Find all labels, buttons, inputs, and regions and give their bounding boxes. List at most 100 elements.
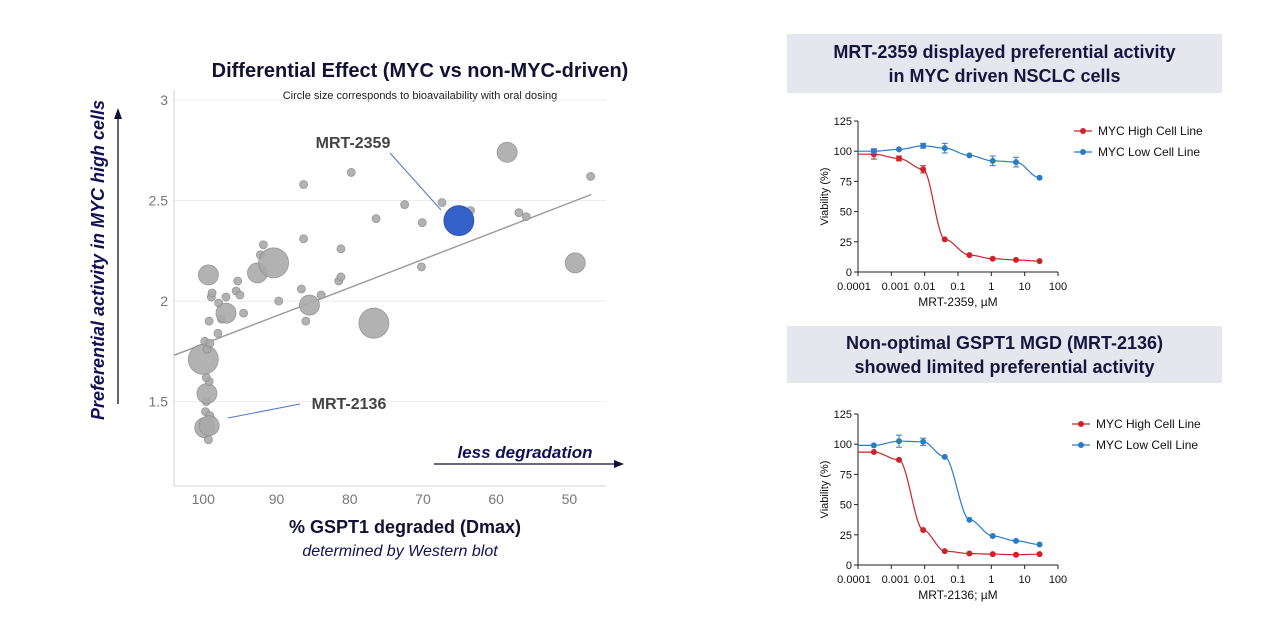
bubble-point xyxy=(316,290,326,300)
dr-y-tick-label: 125 xyxy=(834,409,852,421)
dr-legend-label: MYC High Cell Line xyxy=(1098,124,1203,138)
dr-data-point xyxy=(1036,258,1043,265)
dr-legend-label: MYC High Cell Line xyxy=(1096,417,1201,431)
dr-x-tick-label: 0.001 xyxy=(882,574,910,586)
dr-y-tick-label: 50 xyxy=(840,500,852,512)
bubble-point xyxy=(297,284,306,294)
dr-data-point xyxy=(1013,159,1020,166)
dr-data-point xyxy=(966,252,973,259)
bubble-point xyxy=(299,180,309,189)
bubble-chart: Differential Effect (MYC vs non-MYC-driv… xyxy=(88,60,628,560)
dr-x-label: MRT-2359, µM xyxy=(918,295,997,309)
dr-data-point xyxy=(896,155,903,162)
bubble-point xyxy=(196,383,218,404)
dr-y-label: Viability (%) xyxy=(819,168,831,226)
main-y-tick-label: 2.5 xyxy=(149,193,169,209)
main-y-label: Preferential activity in MYC high cells xyxy=(88,100,108,420)
dr-data-point xyxy=(1036,174,1043,181)
bubble-point xyxy=(301,316,311,326)
dr-y-tick-label: 100 xyxy=(834,439,852,451)
dr-x-tick-label: 1 xyxy=(988,574,994,586)
dr-x-tick-label: 0.0001 xyxy=(837,574,871,586)
main-chart-subtitle: Circle size corresponds to bioavailabili… xyxy=(283,90,558,102)
dr-fit-curve xyxy=(858,153,1041,262)
dr-data-point xyxy=(896,146,903,153)
dr-legend-label: MYC Low Cell Line xyxy=(1096,438,1198,452)
panel-title-2-line2: showed limited preferential activity xyxy=(854,356,1155,377)
bubble-point xyxy=(239,308,248,318)
dr-data-point xyxy=(941,548,948,555)
less-degradation-label: less degradation xyxy=(457,443,592,462)
dr-y-tick-label: 125 xyxy=(834,116,852,128)
bubble-point xyxy=(496,141,518,163)
bubble-point xyxy=(346,168,356,177)
dose-response-chart-1: 0 25 50 75 100 125 0.0001 0.001 0.01 0.1 1 10 100 MRT… xyxy=(819,116,1203,309)
dr-data-point xyxy=(966,550,973,557)
main-x-label: % GSPT1 degraded (Dmax) xyxy=(289,517,521,537)
dr-fit-curve xyxy=(858,145,1041,179)
main-gridlines xyxy=(174,99,606,403)
main-x-sublabel: determined by Western blot xyxy=(302,543,498,560)
main-chart-title: Differential Effect (MYC vs non-MYC-driv… xyxy=(212,60,629,82)
bubble-point xyxy=(336,272,346,282)
main-x-tick-label: 80 xyxy=(342,491,358,507)
dr-data-point xyxy=(920,142,927,149)
dr-x-tick-label: 100 xyxy=(1049,574,1067,586)
bubble-points xyxy=(187,141,596,445)
panel-title-box-2: Non-optimal GSPT1 MGD (MRT-2136) showed … xyxy=(787,326,1222,383)
dr-y-tick-label: 0 xyxy=(846,560,852,572)
dr-data-point xyxy=(870,442,877,449)
dr-data-point xyxy=(941,145,948,152)
trendline xyxy=(173,193,592,356)
dr-data-point xyxy=(920,166,927,173)
dr-y-tick-label: 75 xyxy=(840,469,852,481)
dose-response-chart-2: 0 25 50 75 100 125 0.0001 0.001 0.01 0.1 1 10 100 MRT… xyxy=(819,409,1201,602)
dr-data-point xyxy=(896,438,903,445)
dr-data-point xyxy=(896,456,903,463)
dr-data-point xyxy=(1036,541,1043,548)
dr-data-point xyxy=(966,152,973,159)
bubble-point xyxy=(204,316,214,326)
bubble-point xyxy=(514,208,524,218)
bubble-point xyxy=(215,302,237,324)
bubble-point xyxy=(258,247,289,279)
mrt-2359-leader-line xyxy=(389,152,442,211)
panel-title-1-line2: in MYC driven NSCLC cells xyxy=(888,65,1121,86)
dr-legend-marker xyxy=(1078,442,1084,448)
dr-data-point xyxy=(966,516,973,523)
dr-data-point xyxy=(989,551,996,558)
dr-data-point xyxy=(870,449,877,456)
bubble-point xyxy=(299,294,320,316)
dr-fit-curve xyxy=(858,440,1041,546)
bubble-point xyxy=(233,276,243,286)
dr-data-point xyxy=(989,255,996,262)
main-x-tick-label: 100 xyxy=(192,491,216,507)
dr-data-point xyxy=(1013,256,1020,263)
panel-title-box-1: MRT-2359 displayed preferential activity… xyxy=(787,34,1222,93)
bubble-point xyxy=(358,307,390,339)
bubble-point xyxy=(198,415,220,437)
dr-y-tick-label: 50 xyxy=(840,207,852,219)
dr-x-tick-label: 0.001 xyxy=(882,281,910,293)
dr-data-point xyxy=(870,148,877,155)
dr-legend-marker xyxy=(1080,128,1086,134)
main-x-tick-label: 60 xyxy=(488,491,504,507)
dr-y-tick-label: 25 xyxy=(840,530,852,542)
dr-x-tick-label: 0.01 xyxy=(914,281,935,293)
dr-legend-label: MYC Low Cell Line xyxy=(1098,145,1200,159)
dr-x-tick-label: 100 xyxy=(1049,281,1067,293)
trendline-path xyxy=(173,193,592,356)
panel-title-1-line1: MRT-2359 displayed preferential activity xyxy=(833,41,1176,62)
main-y-tick-label: 1.5 xyxy=(149,394,169,410)
bubble-point xyxy=(586,172,596,181)
bubble-point xyxy=(235,290,245,300)
mrt-2136-callout: MRT-2136 xyxy=(312,396,387,413)
bubble-point xyxy=(299,234,309,244)
x-arrow-head xyxy=(614,460,624,468)
dr-data-point xyxy=(920,438,927,445)
dr-x-tick-label: 1 xyxy=(988,281,994,293)
dr-y-tick-label: 25 xyxy=(840,237,852,249)
bubble-point xyxy=(274,296,284,306)
panel-title-2-line1: Non-optimal GSPT1 MGD (MRT-2136) xyxy=(845,332,1164,353)
bubble-point xyxy=(207,288,217,298)
